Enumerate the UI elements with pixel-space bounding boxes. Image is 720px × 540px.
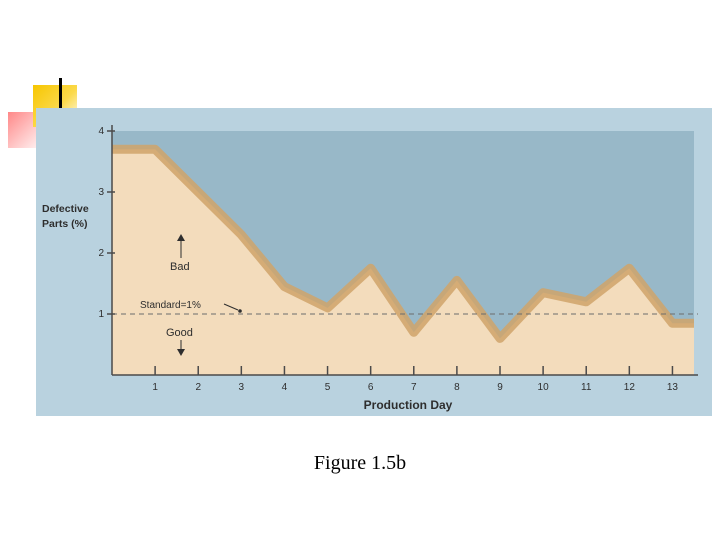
defective-parts-ridge — [112, 144, 694, 343]
standard-label-pointer — [223, 303, 239, 311]
bad-label: Bad — [170, 261, 190, 273]
y-tick-label-1: 1 — [98, 309, 104, 320]
x-tick-label-11: 11 — [581, 382, 592, 393]
good-label: Good — [166, 327, 193, 339]
x-tick-label-13: 13 — [667, 382, 679, 393]
defective-parts-area — [112, 149, 694, 375]
y-tick-label-3: 3 — [98, 187, 104, 198]
standard-label: Standard=1% — [140, 300, 201, 311]
x-tick-label-1: 1 — [152, 382, 158, 393]
chart-figure: Standard=1% Bad Good 1 2 3 4 1 2 3 4 5 6 7 8 9 10 11 12 13 D… — [36, 108, 712, 416]
x-axis-title: Production Day — [364, 398, 453, 412]
decorative-black-bar — [59, 78, 62, 110]
x-tick-label-8: 8 — [454, 382, 460, 393]
x-tick-label-7: 7 — [411, 382, 417, 393]
x-tick-label-6: 6 — [368, 382, 374, 393]
x-tick-label-12: 12 — [624, 382, 636, 393]
standard-label-pointer-dot — [238, 309, 242, 313]
x-tick-label-5: 5 — [325, 382, 331, 393]
bad-arrow-head — [177, 234, 185, 241]
y-axis-title-line-2: Parts (%) — [42, 218, 88, 230]
figure-caption: Figure 1.5b — [313, 452, 407, 474]
y-tick-label-2: 2 — [98, 248, 104, 259]
x-tick-label-2: 2 — [195, 382, 201, 393]
x-tick-label-4: 4 — [282, 382, 288, 393]
x-tick-label-3: 3 — [239, 382, 245, 393]
y-axis-title-line-1: Defective — [42, 203, 89, 215]
x-tick-label-9: 9 — [497, 382, 503, 393]
good-arrow-head — [177, 349, 185, 356]
x-tick-label-10: 10 — [538, 382, 550, 393]
y-tick-label-4: 4 — [98, 126, 104, 137]
